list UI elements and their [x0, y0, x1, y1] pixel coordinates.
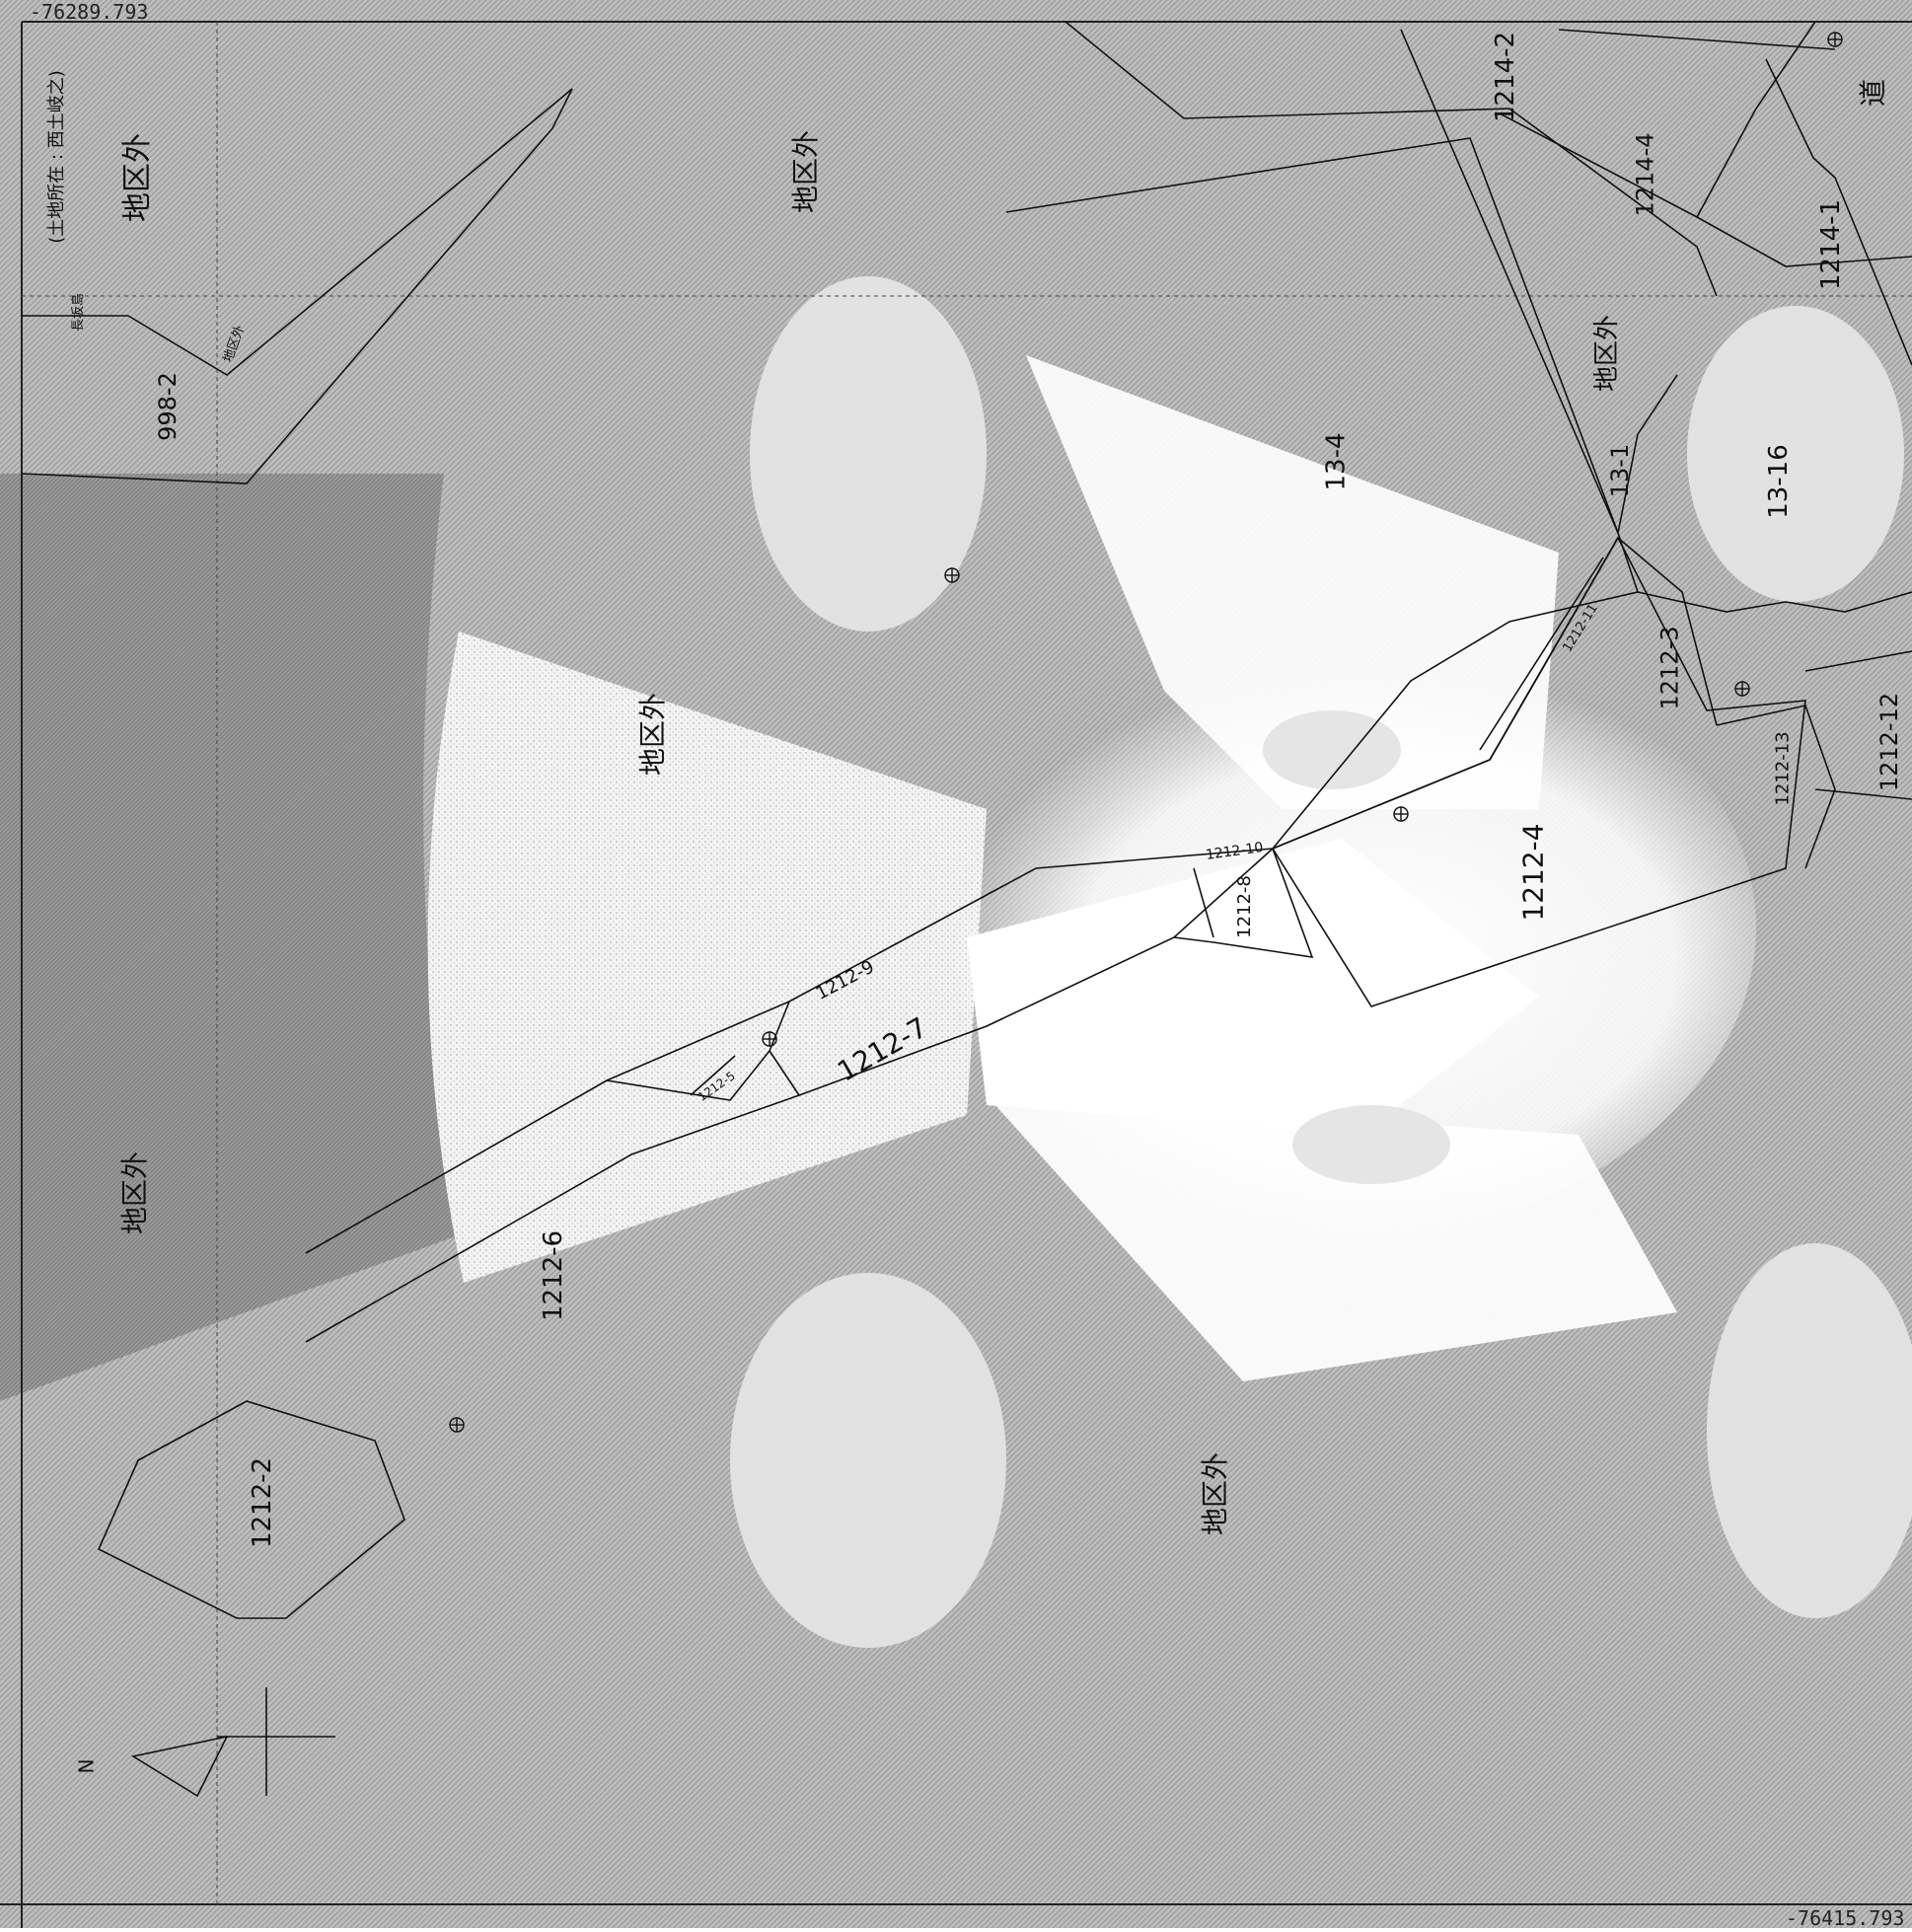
- parcel-boundaries: [21, 21, 1912, 1798]
- header-fragment: (土地所在 : 西土岐之): [45, 70, 67, 244]
- parcel-label: 1214-1: [1816, 198, 1847, 291]
- center-glow: [809, 602, 1756, 1253]
- nameplate-label: 長坂島: [71, 292, 87, 333]
- out-of-district-label: 地区外: [118, 1151, 152, 1235]
- benchmark-markers: [449, 32, 1843, 1433]
- frame: [0, 21, 1912, 1928]
- out-of-district-label: 地区外: [1592, 314, 1623, 393]
- out-of-district-label: 地区外: [789, 129, 823, 214]
- parcel-label: 1214-4: [1631, 132, 1659, 217]
- parcel-label: 1212-2: [248, 1456, 278, 1549]
- out-of-district-label: 地区外: [636, 692, 670, 777]
- parcel-label: 1212-3: [1655, 626, 1684, 710]
- coord-bottom-right: -76415.793: [1786, 1906, 1905, 1930]
- parcel-label: 1212-13: [1772, 731, 1794, 806]
- parcel-label: 1212-8: [1233, 875, 1255, 938]
- grid: [22, 22, 1912, 1904]
- flower-ornaments: [730, 276, 1912, 1648]
- road-label: 道: [1857, 78, 1890, 108]
- parcel-label: 1212-12: [1875, 692, 1904, 792]
- parcel-label: 1212-6: [539, 1229, 569, 1322]
- parcel-label: 13-4: [1321, 432, 1352, 491]
- parcel-label: 1212-4: [1516, 823, 1550, 922]
- north-label: N: [74, 1758, 99, 1774]
- out-of-district-label: 地区外: [1199, 1451, 1232, 1536]
- parcel-label: 13-16: [1763, 444, 1794, 519]
- parcel-label: 1214-2: [1491, 31, 1521, 123]
- coord-top-left: -76289.793: [30, 0, 149, 24]
- parcel-label: 998-2: [153, 372, 182, 441]
- dotted-fan: [427, 632, 987, 1283]
- parcel-label: 13-1: [1606, 443, 1635, 498]
- out-of-district-label: 地区外: [120, 133, 155, 222]
- dark-band-left: [0, 474, 464, 1401]
